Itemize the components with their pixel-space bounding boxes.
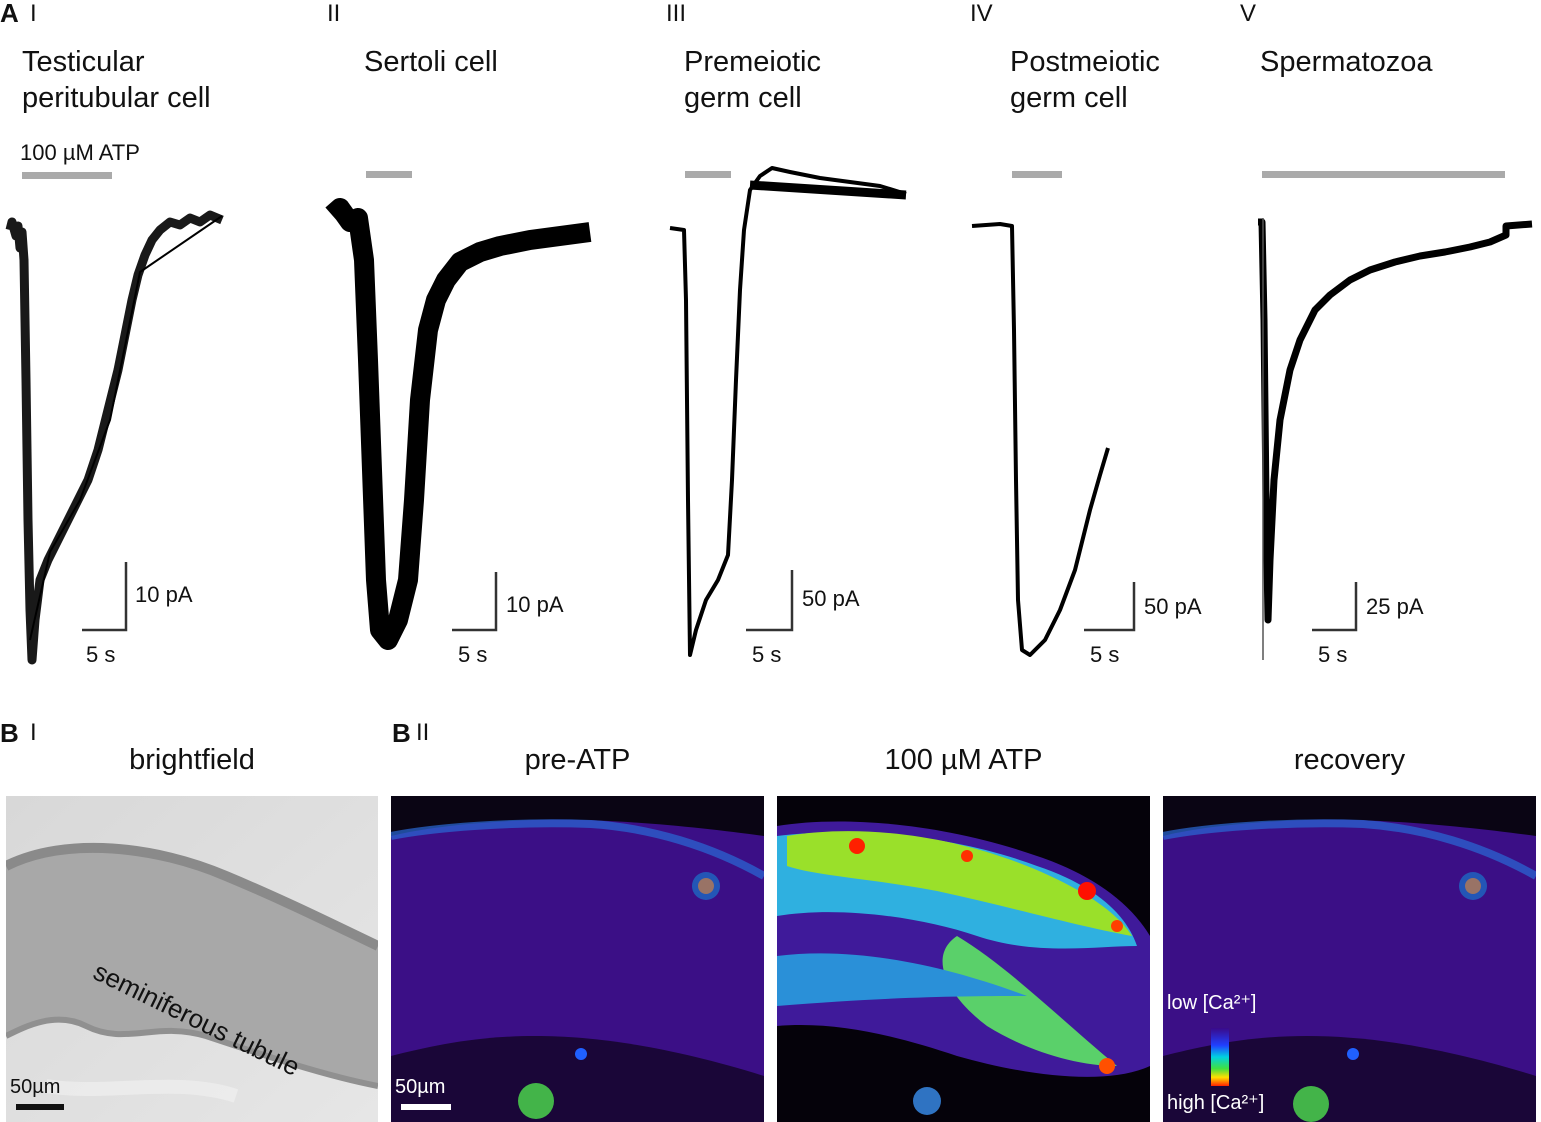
panel-a-letter: A: [0, 0, 19, 28]
scale-x-label-iv: 5 s: [1090, 642, 1120, 667]
trace-iv: [971, 222, 1110, 657]
trace-iii: [669, 166, 907, 657]
scalebar-ii: [452, 572, 498, 632]
scalebar-v: [1312, 582, 1358, 632]
recovery-image: low [Ca²⁺] high [Ca²⁺]: [1163, 796, 1536, 1122]
brightfield-image: seminiferous tubule 50µm: [6, 796, 378, 1122]
column-i-numeral: I: [30, 0, 37, 27]
current-traces: [5, 166, 1533, 665]
scale-x-label-ii: 5 s: [458, 642, 488, 667]
column-ii-numeral: II: [327, 0, 341, 27]
scale-y-label-ii: 10 pA: [506, 592, 564, 617]
scale-y-label-v: 25 pA: [1366, 594, 1424, 619]
column-i-title: Testicular peritubular cell: [22, 46, 211, 114]
scalebar-bf: [16, 1104, 64, 1110]
trace-v: [1258, 218, 1533, 624]
scale-x-label-iii: 5 s: [752, 642, 782, 667]
panel-bii-letter: B: [392, 718, 411, 748]
scale-y-label-iv: 50 pA: [1144, 594, 1202, 619]
column-iv-numeral: IV: [970, 0, 993, 27]
stimulus-bar-iv: [1012, 171, 1062, 178]
scale-x-label-v: 5 s: [1318, 642, 1348, 667]
column-v-numeral: V: [1240, 0, 1257, 27]
trace-ii: [325, 198, 592, 650]
pre-atp-title: pre-ATP: [524, 744, 631, 776]
scale-x-label-i: 5 s: [86, 642, 116, 667]
panel-bii-numeral: II: [416, 719, 430, 746]
atp-title: 100 µM ATP: [884, 744, 1043, 776]
column-ii-title: Sertoli cell: [364, 46, 498, 78]
column-iv-title: Postmeiotic germ cell: [1010, 46, 1160, 114]
stimulus-bar-ii: [366, 171, 412, 178]
scalebar-iv: [1084, 582, 1136, 632]
scale-y-label-iii: 50 pA: [802, 586, 860, 611]
stimulus-bar-i: [22, 172, 112, 179]
brightfield-title: brightfield: [129, 744, 255, 776]
scalebar-label-bf: 50µm: [10, 1076, 61, 1098]
colorbar-low-label: low [Ca²⁺]: [1167, 992, 1257, 1014]
column-v-title: Spermatozoa: [1260, 46, 1433, 78]
scalebar-i: [82, 562, 128, 632]
stimulus-label: 100 µM ATP: [20, 140, 140, 165]
scale-y-label-i: 10 pA: [135, 582, 193, 607]
column-iii-title: Premeiotic germ cell: [684, 46, 821, 114]
stimulus-bar-iii: [685, 171, 731, 178]
scalebar-label-pre: 50µm: [395, 1076, 446, 1098]
scalebar-pre: [401, 1104, 451, 1110]
trace-i: [5, 210, 224, 665]
atp-image: [777, 796, 1150, 1122]
panel-bi-letter: B: [0, 718, 19, 748]
stimulus-bar-v: [1262, 171, 1505, 178]
column-iii-numeral: III: [666, 0, 687, 27]
recovery-title: recovery: [1293, 744, 1406, 776]
panel-bi-numeral: I: [30, 719, 37, 746]
colorbar-high-label: high [Ca²⁺]: [1167, 1092, 1265, 1114]
colorbar: [1211, 1028, 1229, 1086]
pre-atp-image: 50µm: [391, 796, 764, 1122]
scalebar-iii: [746, 570, 794, 632]
